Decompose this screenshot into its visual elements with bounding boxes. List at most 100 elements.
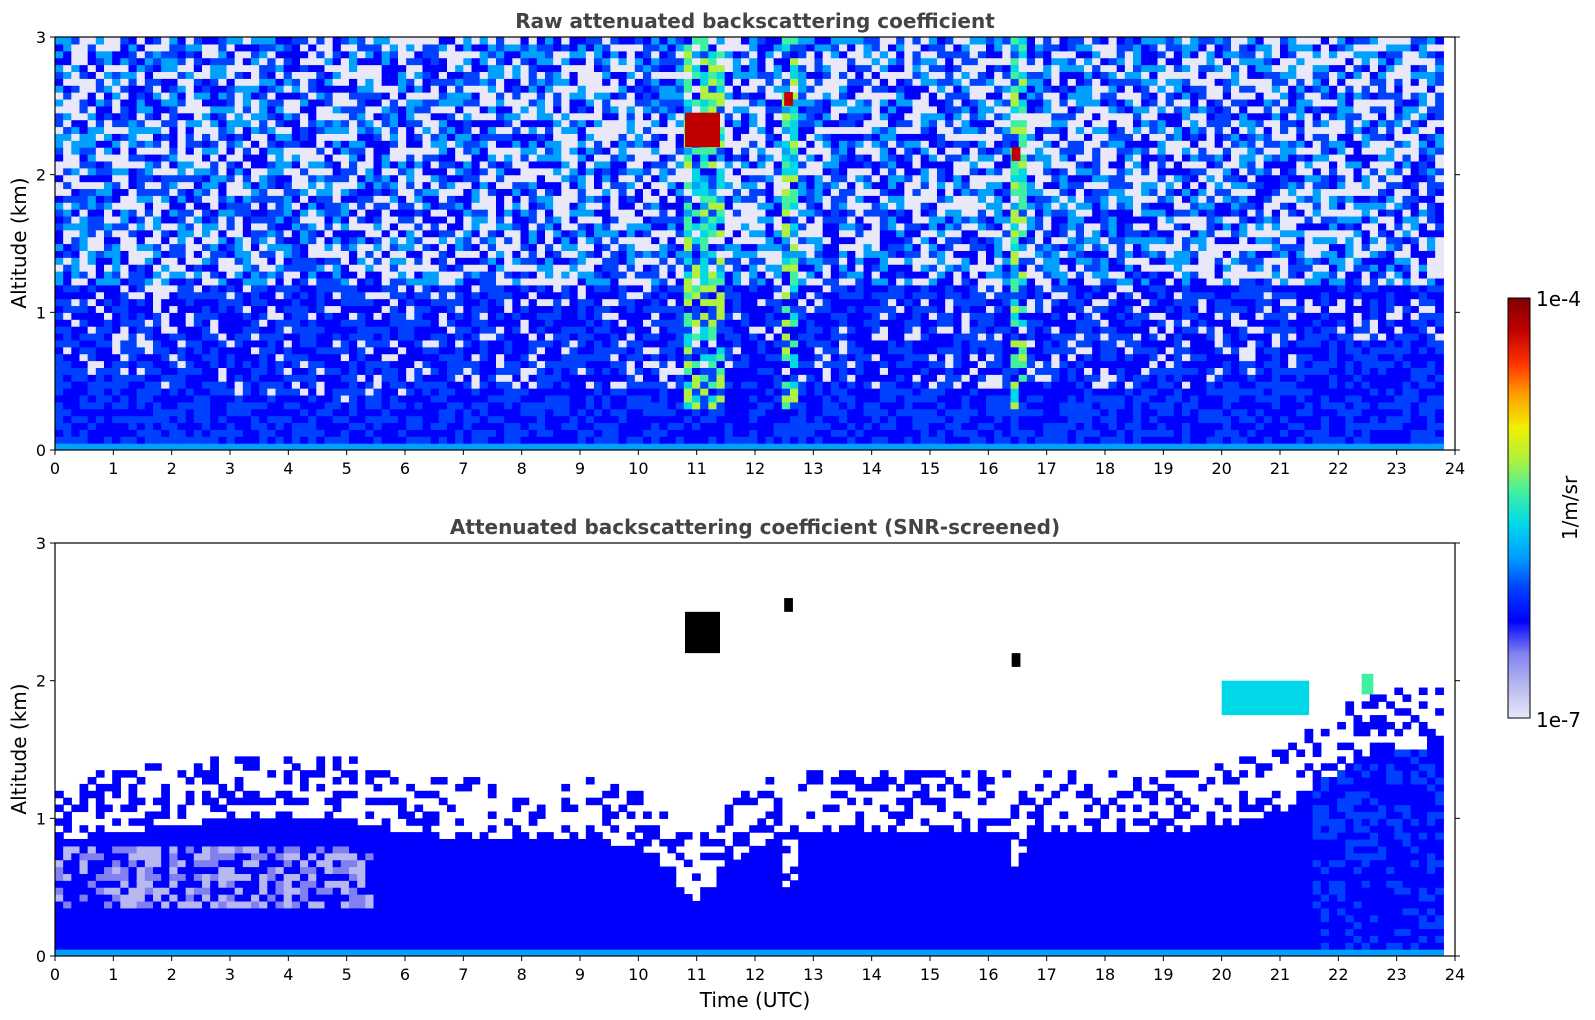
heat-cell [634,360,644,368]
heat-cell [700,381,709,389]
heat-cell [504,154,513,162]
heat-cell [169,388,179,396]
heat-cell [153,215,162,224]
heat-cell [724,374,734,382]
heat-cell [553,64,562,73]
heat-cell [594,312,603,320]
heat-cell [716,43,726,52]
heat-cell [153,154,162,162]
heat-cell [430,250,440,258]
heat-cell [177,147,187,155]
heat-cell [63,353,72,362]
heat-cell [112,215,121,224]
heat-cell [716,429,726,437]
heat-cell [177,271,187,279]
heat-cell [471,271,481,279]
heat-cell [218,332,228,341]
heat-cell [651,360,660,368]
heat-cell [71,126,81,134]
heat-cell [479,147,489,155]
heat-cell [144,43,154,52]
heat-cell [398,147,407,155]
heat-cell [479,250,489,258]
heat-cell [471,181,481,190]
heat-cell [259,298,268,307]
heat-cell [634,236,644,245]
heat-cell [512,167,522,176]
heat-cell [708,174,718,183]
heat-cell [185,167,195,176]
heat-cell [675,353,685,362]
heat-cell [71,250,81,258]
heat-cell [136,105,146,114]
heat-cell [504,346,513,355]
heat-cell [104,394,113,403]
heat-cell [528,133,538,141]
heat-cell [324,264,334,272]
heat-cell [585,37,595,45]
heat-cell [618,367,628,375]
heat-cell [120,236,130,245]
heat-cell [479,284,489,293]
heat-cell [161,37,170,45]
heat-cell [161,112,170,121]
heat-cell [398,298,407,307]
heat-cell [332,64,342,73]
heat-cell [438,147,448,155]
heat-cell [234,271,244,279]
heat-cell [242,394,252,403]
heat-cell [104,257,113,265]
heat-cell [545,105,554,114]
heat-cell [267,229,277,238]
heat-cell [55,443,64,450]
heat-cell [594,222,603,231]
heat-cell [585,43,595,52]
heat-cell [332,71,342,79]
heat-cell [594,174,603,183]
heat-cell [87,92,97,100]
heat-cell [128,160,138,169]
heat-cell [602,112,611,121]
heat-cell [226,215,236,224]
heat-cell [193,257,203,265]
heat-cell [218,229,228,238]
heat-cell [300,305,309,313]
heat-cell [136,57,146,66]
heat-cell [283,57,293,66]
heat-cell [487,209,497,217]
heat-cell [594,229,603,238]
heat-cell [381,326,391,334]
heat-cell [700,326,709,334]
heat-cell [136,415,146,424]
heat-cell [210,271,219,279]
heat-cell [700,443,709,450]
heat-cell [128,305,138,313]
heat-cell [716,215,726,224]
heat-cell [63,126,72,134]
heat-cell [267,140,277,148]
heat-cell [177,381,187,389]
heat-cell [275,229,285,238]
heat-cell [512,112,522,121]
heat-cell [406,271,415,279]
heat-cell [128,140,138,148]
heat-cell [659,381,669,389]
heat-cell [471,64,481,73]
heat-cell [267,43,277,52]
heat-cell [234,257,244,265]
heat-cell [275,43,285,52]
heat-cell [218,37,228,45]
heat-cell [365,119,375,128]
heat-cell [447,92,456,100]
heat-cell [185,64,195,73]
heat-cell [308,271,317,279]
heat-cell [487,443,497,450]
heat-cell [479,112,489,121]
heat-cell [128,388,138,396]
heat-cell [357,133,366,141]
heat-cell [308,195,317,203]
heat-cell [87,209,97,217]
heat-cell [153,271,162,279]
heat-cell [545,202,554,210]
heat-cell [381,243,391,251]
